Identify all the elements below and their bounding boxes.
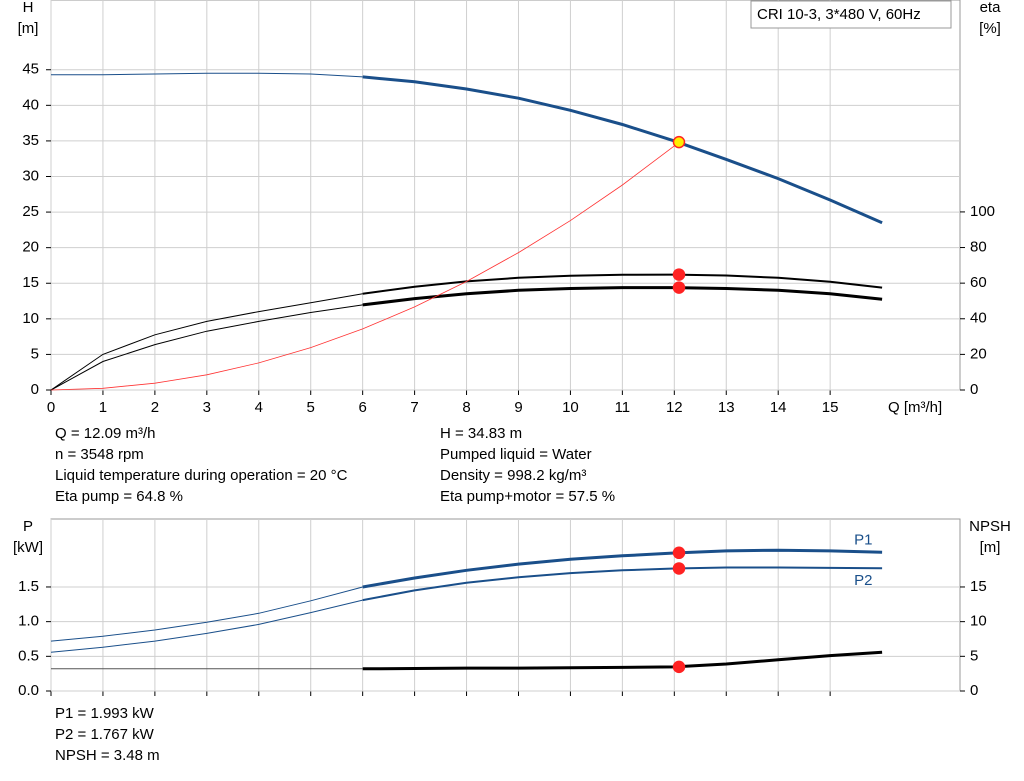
info-text: Eta pump+motor = 57.5 % [440,488,615,505]
info-text: Pumped liquid = Water [440,446,592,463]
y2-tick-label: 5 [970,647,978,664]
info-text: P2 = 1.767 kW [55,726,155,743]
x-tick-label: 6 [358,399,366,416]
y-tick-label: 40 [22,96,39,113]
y-tick-label: 45 [22,61,39,78]
y2-tick-label: 60 [970,274,987,291]
y-tick-label: 1.0 [18,613,39,630]
plot-area [50,518,961,692]
info-text: P1 = 1.993 kW [55,705,155,722]
x-tick-label: 5 [307,399,315,416]
y-tick-label: 0.5 [18,647,39,664]
curve [362,566,883,602]
x-tick-label: 1 [99,399,107,416]
y2-tick-label: 15 [970,578,987,595]
y2-axis-label: NPSH [969,518,1011,535]
operating-point [672,660,686,674]
info-text: Eta pump = 64.8 % [55,488,183,505]
x-tick-label: 8 [462,399,470,416]
y-tick-label: 10 [22,310,39,327]
x-tick-label: 2 [151,399,159,416]
y2-tick-label: 20 [970,345,987,362]
y-axis-label: P [23,518,33,535]
operating-point [672,268,686,281]
y2-tick-label: 100 [970,203,995,220]
title-box [750,0,952,29]
y-tick-label: 15 [22,274,39,291]
y2-axis-unit: [%] [979,20,1001,37]
curve [362,548,883,589]
curve [50,304,363,391]
curve [362,75,883,225]
y-tick-label: 0 [31,381,39,398]
x-tick-label: 14 [770,399,787,416]
y2-tick-label: 10 [970,613,987,630]
x-tick-label: 4 [255,399,263,416]
x-tick-label: 12 [666,399,683,416]
x-tick-label: 7 [410,399,418,416]
curve [51,72,363,78]
y-axis-label: H [23,0,34,16]
curve [362,650,883,671]
x-tick-label: 9 [514,399,522,416]
info-text: Liquid temperature during operation = 20… [55,467,348,484]
info-text: n = 3548 rpm [55,446,144,463]
y2-tick-label: 0 [970,381,978,398]
x-tick-label: 11 [615,399,631,416]
y2-tick-label: 0 [970,682,978,699]
x-tick-label: 13 [718,399,735,416]
info-text: H = 34.83 m [440,425,522,442]
y-tick-label: 35 [22,132,39,149]
y2-axis-unit: [m] [980,539,1001,556]
chart-title: CRI 10-3, 3*480 V, 60Hz [757,6,921,23]
curve [362,273,883,295]
x-tick-label: 15 [822,399,839,416]
x-tick-label: 0 [47,399,55,416]
info-text: NPSH = 3.48 m [55,747,160,764]
curve [50,599,363,653]
x-tick-label: 3 [203,399,211,416]
y-tick-label: 25 [22,203,39,220]
operating-point [672,281,686,294]
info-text: Q = 12.09 m³/h [55,425,155,442]
operating-point [672,562,686,575]
y-tick-label: 5 [31,345,39,362]
y-tick-label: 30 [22,167,39,184]
y-tick-label: 1.5 [18,578,39,595]
y-tick-label: 20 [22,239,39,256]
info-text: Density = 998.2 kg/m³ [440,467,586,484]
y2-axis-label: eta [980,0,1002,16]
y2-tick-label: 80 [970,239,987,256]
operating-point [672,546,686,560]
curve [362,286,883,307]
y-axis-unit: [kW] [13,539,43,556]
x-tick-label: 10 [562,399,579,416]
y-tick-label: 0.0 [18,682,39,699]
curve-label: P2 [854,572,872,589]
x-axis-label: Q [m³/h] [888,399,942,416]
y2-tick-label: 40 [970,310,987,327]
curve [50,586,363,642]
operating-point [672,135,686,149]
plot-area [50,0,961,391]
curve-label: P1 [854,531,872,548]
y-axis-unit: [m] [18,20,39,37]
curve [50,293,363,391]
curve [50,141,680,391]
